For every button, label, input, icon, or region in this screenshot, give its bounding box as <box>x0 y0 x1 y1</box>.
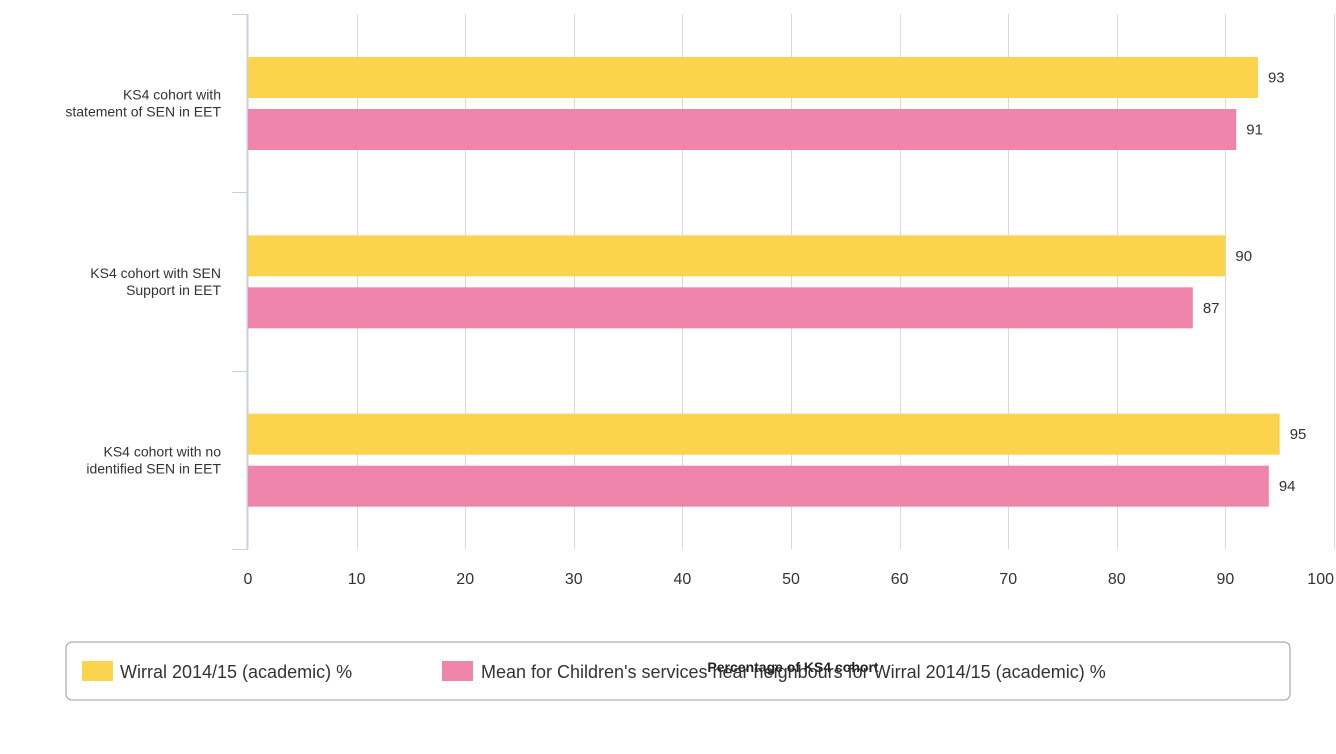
data-label: 95 <box>1290 426 1307 443</box>
data-label: 94 <box>1279 478 1296 495</box>
category-label-line: KS4 cohort with <box>123 87 221 103</box>
data-label: 91 <box>1246 122 1263 139</box>
bars <box>248 57 1280 507</box>
category-label-line: identified SEN in EET <box>86 460 221 476</box>
category-label-line: statement of SEN in EET <box>65 104 221 120</box>
x-tick-label: 60 <box>891 571 909 588</box>
data-label: 87 <box>1203 300 1220 317</box>
legend-swatch <box>442 661 473 681</box>
x-tick-label: 90 <box>1217 571 1235 588</box>
category-label-line: KS4 cohort with SEN <box>90 265 221 281</box>
x-tick-label: 50 <box>782 571 800 588</box>
legend-item[interactable]: Mean for Children's services near neighb… <box>442 661 1106 682</box>
data-label: 93 <box>1268 70 1285 87</box>
legend-item[interactable]: Wirral 2014/15 (academic) % <box>82 661 352 682</box>
data-labels: 93 91 90 87 95 94 <box>1203 70 1307 496</box>
legend: Wirral 2014/15 (academic) % Mean for Chil… <box>65 641 1291 701</box>
gridlines <box>357 14 1335 549</box>
category-labels: KS4 cohort with statement of SEN in EETKS… <box>65 87 221 477</box>
category-label-line: Support in EET <box>126 282 221 298</box>
bar <box>248 413 1280 455</box>
x-tick-label: 0 <box>244 571 253 588</box>
legend-label: Wirral 2014/15 (academic) % <box>120 662 352 682</box>
x-tick-label: 100 <box>1307 571 1334 588</box>
x-axis-tick-labels: 0 10 20 30 40 50 60 70 80 90 100 <box>244 571 1335 588</box>
bar <box>248 235 1226 277</box>
category-axis <box>232 14 249 550</box>
category-label: KS4 cohort with no identified SEN in EET <box>86 443 221 476</box>
x-tick-label: 20 <box>456 571 474 588</box>
x-tick-label: 80 <box>1108 571 1126 588</box>
bar <box>248 109 1237 150</box>
x-axis-title: Percentage of KS4 cohort <box>707 659 878 675</box>
bar <box>248 287 1193 329</box>
data-label: 90 <box>1235 248 1252 265</box>
category-label: KS4 cohort with SEN Support in EET <box>90 265 221 298</box>
bar <box>248 465 1269 507</box>
legend-label: Mean for Children's services near neighb… <box>481 662 1106 682</box>
legend-box <box>65 641 1291 701</box>
category-label-line: KS4 cohort with no <box>103 443 221 459</box>
x-tick-label: 40 <box>674 571 692 588</box>
bar <box>248 57 1258 98</box>
x-tick-label: 70 <box>999 571 1017 588</box>
legend-swatch <box>82 661 113 681</box>
x-tick-label: 10 <box>348 571 366 588</box>
category-label: KS4 cohort with statement of SEN in EET <box>65 87 221 120</box>
x-tick-label: 30 <box>565 571 583 588</box>
